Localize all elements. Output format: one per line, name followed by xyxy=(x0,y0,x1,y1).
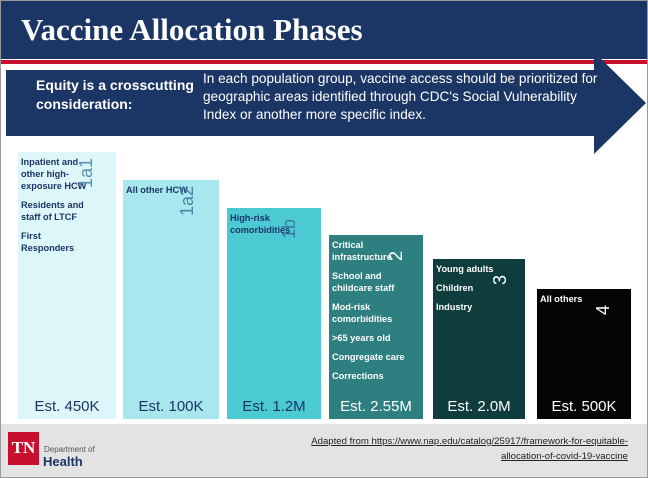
equity-label: Equity is a crosscutting consideration: xyxy=(36,77,194,112)
phase-item: Industry xyxy=(436,302,473,312)
phase-estimate-1a1: Est. 450K xyxy=(34,398,100,415)
phase-items-1a2: All other HCW xyxy=(126,184,196,203)
phase-item: All other HCW xyxy=(126,185,188,195)
phase-items-1a1: Inpatient and other high-exposure HCW Res… xyxy=(21,156,91,261)
phase-item: Critical infrastructure xyxy=(332,240,392,262)
phase-item: Young adults xyxy=(436,264,494,274)
phase-estimate-1a2: Est. 100K xyxy=(138,398,204,415)
phase-item: Residents and staff of LTCF xyxy=(21,200,84,222)
source-link[interactable]: Adapted from https://www.nap.edu/catalog… xyxy=(311,436,628,462)
phase-number-4: 4 xyxy=(593,305,613,316)
phase-estimate-4: Est. 500K xyxy=(551,398,617,415)
title-underline xyxy=(1,60,647,64)
phase-bar-1a2: All other HCW 1a2 Est. 100K xyxy=(123,180,219,419)
phase-number-1a1: 1a1 xyxy=(76,157,96,189)
phase-bar-1a1: Inpatient and other high-exposure HCW Res… xyxy=(18,152,116,419)
phase-item: First Responders xyxy=(21,231,75,253)
phase-item: All others xyxy=(540,294,583,304)
phase-item: Children xyxy=(436,283,474,293)
phase-bar-3: Young adults Children Industry 3 Est. 2.0M xyxy=(433,259,525,419)
tn-logo-health: Health xyxy=(43,454,83,469)
phase-item: School and childcare staff xyxy=(332,271,395,293)
phase-number-2: 2 xyxy=(386,251,406,262)
equity-arrow xyxy=(6,52,646,154)
footer xyxy=(1,424,647,477)
phase-items-3: Young adults Children Industry xyxy=(436,263,521,320)
phase-estimate-1b: Est. 1.2M xyxy=(242,398,306,415)
phase-item: Corrections xyxy=(332,371,384,381)
phase-number-3: 3 xyxy=(490,275,510,286)
phase-items-1b: High-risk comorbidities xyxy=(230,212,315,243)
slide-title: Vaccine Allocation Phases xyxy=(21,12,363,47)
phase-bar-2: Critical infrastructure School and childc… xyxy=(329,235,423,419)
title-bar: Vaccine Allocation Phases xyxy=(1,1,647,59)
phase-item: Inpatient and other high-exposure HCW xyxy=(21,157,87,191)
phase-estimate-2: Est. 2.55M xyxy=(340,398,412,415)
phase-items-4: All others xyxy=(540,293,625,312)
phase-number-1b: 1b xyxy=(279,218,299,240)
tn-logo-dept: Department of xyxy=(44,445,95,454)
phase-bar-4: All others 4 Est. 500K xyxy=(537,289,631,419)
phase-estimate-3: Est. 2.0M xyxy=(447,398,511,415)
phase-items-2: Critical infrastructure School and childc… xyxy=(332,239,417,389)
phase-item: Congregate care xyxy=(332,352,405,362)
phase-item: High-risk comorbidities xyxy=(230,213,291,235)
phase-item: Mod-risk comorbidities xyxy=(332,302,393,324)
phase-number-1a2: 1a2 xyxy=(177,185,197,217)
tn-logo-abbr: TN xyxy=(11,438,36,457)
phase-bar-1b: High-risk comorbidities 1b Est. 1.2M xyxy=(227,208,321,419)
phase-item: >65 years old xyxy=(332,333,391,343)
tn-logo xyxy=(8,432,39,465)
equity-text: In each population group, vaccine access… xyxy=(203,71,598,122)
